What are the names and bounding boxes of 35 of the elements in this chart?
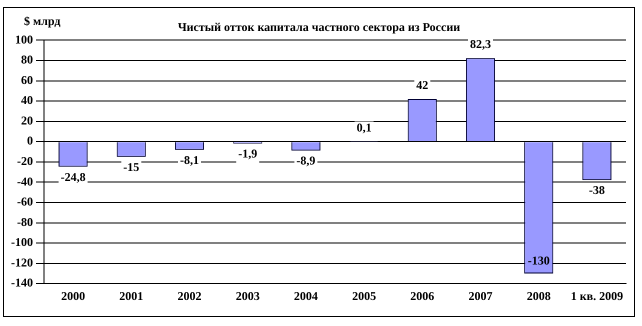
data-label: 0,1 xyxy=(356,120,372,135)
x-tick-label: 1 кв. 2009 xyxy=(570,288,624,303)
y-axis-title: $ млрд xyxy=(24,14,60,29)
x-tick-label: 2008 xyxy=(526,288,551,303)
y-tick-label: 20 xyxy=(20,113,33,128)
y-tick-label: -100 xyxy=(10,235,33,250)
y-tick-label: -20 xyxy=(16,154,33,168)
x-tick-label: 2000 xyxy=(61,288,86,303)
y-tick-label: 0 xyxy=(26,134,33,148)
x-tick-label: 2003 xyxy=(236,288,260,303)
data-label: 82,3 xyxy=(470,37,491,52)
x-tick-label: 2001 xyxy=(119,288,144,303)
x-tick-label: 2005 xyxy=(352,288,376,303)
chart-title: Чистый отток капитала частного сектора из России xyxy=(178,20,460,34)
y-tick-label: 100 xyxy=(14,32,33,46)
x-tick-label: 2007 xyxy=(468,288,492,303)
y-tick-label: -40 xyxy=(16,174,33,188)
x-tick-label: 2004 xyxy=(294,288,318,303)
data-label: -8,1 xyxy=(180,152,199,167)
data-label: -8,9 xyxy=(296,154,316,168)
data-label: -38 xyxy=(588,183,605,198)
data-label: -15 xyxy=(123,160,140,174)
y-tick-label: -120 xyxy=(10,255,33,270)
y-tick-label: 60 xyxy=(20,72,33,87)
data-label: -24,8 xyxy=(60,170,86,184)
x-tick-label: 2006 xyxy=(410,288,434,303)
y-tick-label: 80 xyxy=(20,52,33,67)
data-label: -1,9 xyxy=(238,146,258,161)
data-label: -130 xyxy=(528,254,550,268)
y-tick-label: -60 xyxy=(16,194,33,209)
y-tick-label: -140 xyxy=(10,276,33,290)
y-tick-label: -80 xyxy=(16,214,33,229)
x-tick-label: 2002 xyxy=(177,288,202,303)
y-tick-label: 40 xyxy=(20,93,33,108)
data-label: 42 xyxy=(416,78,428,92)
